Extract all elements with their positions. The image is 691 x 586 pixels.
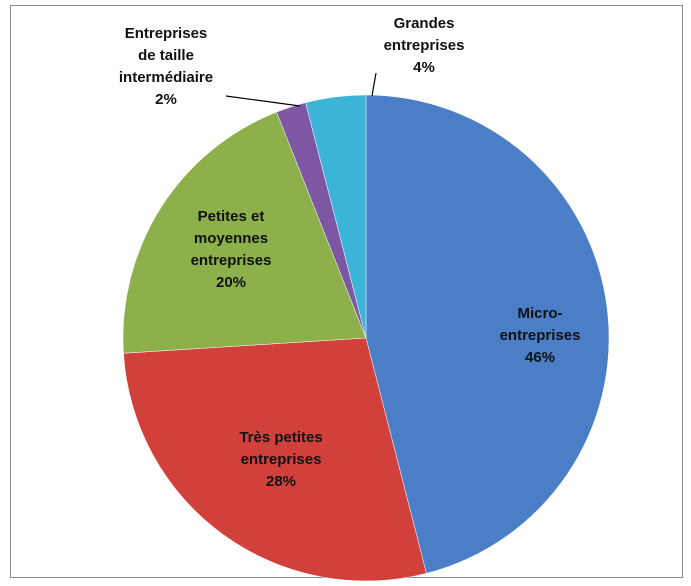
slice-label: Entreprises de taille intermédiaire 2% — [119, 25, 213, 108]
value-label: 2% — [155, 91, 177, 108]
pie-slice — [365, 94, 610, 574]
category-label: Très petites — [239, 429, 322, 446]
value-label: 46% — [525, 349, 555, 366]
category-label: Grandes — [394, 15, 455, 32]
pie-slice — [122, 111, 367, 354]
pie-slice — [305, 94, 367, 339]
value-label: 4% — [413, 59, 435, 76]
leader-line — [225, 95, 301, 107]
slice-label: Grandes entreprises 4% — [384, 15, 465, 76]
slice-label: Petites et moyennes entreprises 20% — [191, 208, 272, 291]
leader-line — [371, 72, 377, 97]
category-label: entreprises — [384, 37, 465, 54]
value-label: 28% — [266, 473, 296, 490]
category-label: Petites et — [198, 208, 265, 225]
category-label: intermédiaire — [119, 69, 213, 86]
category-label: moyennes — [194, 230, 268, 247]
slice-label: Très petites entreprises 28% — [239, 429, 322, 490]
slice-label: Micro-entreprises 46% — [500, 305, 581, 366]
category-label: Micro- — [518, 305, 563, 322]
value-label: 20% — [216, 274, 246, 291]
category-label: entreprises — [241, 451, 322, 468]
category-label: Entreprises — [125, 25, 208, 42]
category-label: entreprises — [191, 252, 272, 269]
category-label: entreprises — [500, 327, 581, 344]
category-label: de taille — [138, 47, 194, 64]
